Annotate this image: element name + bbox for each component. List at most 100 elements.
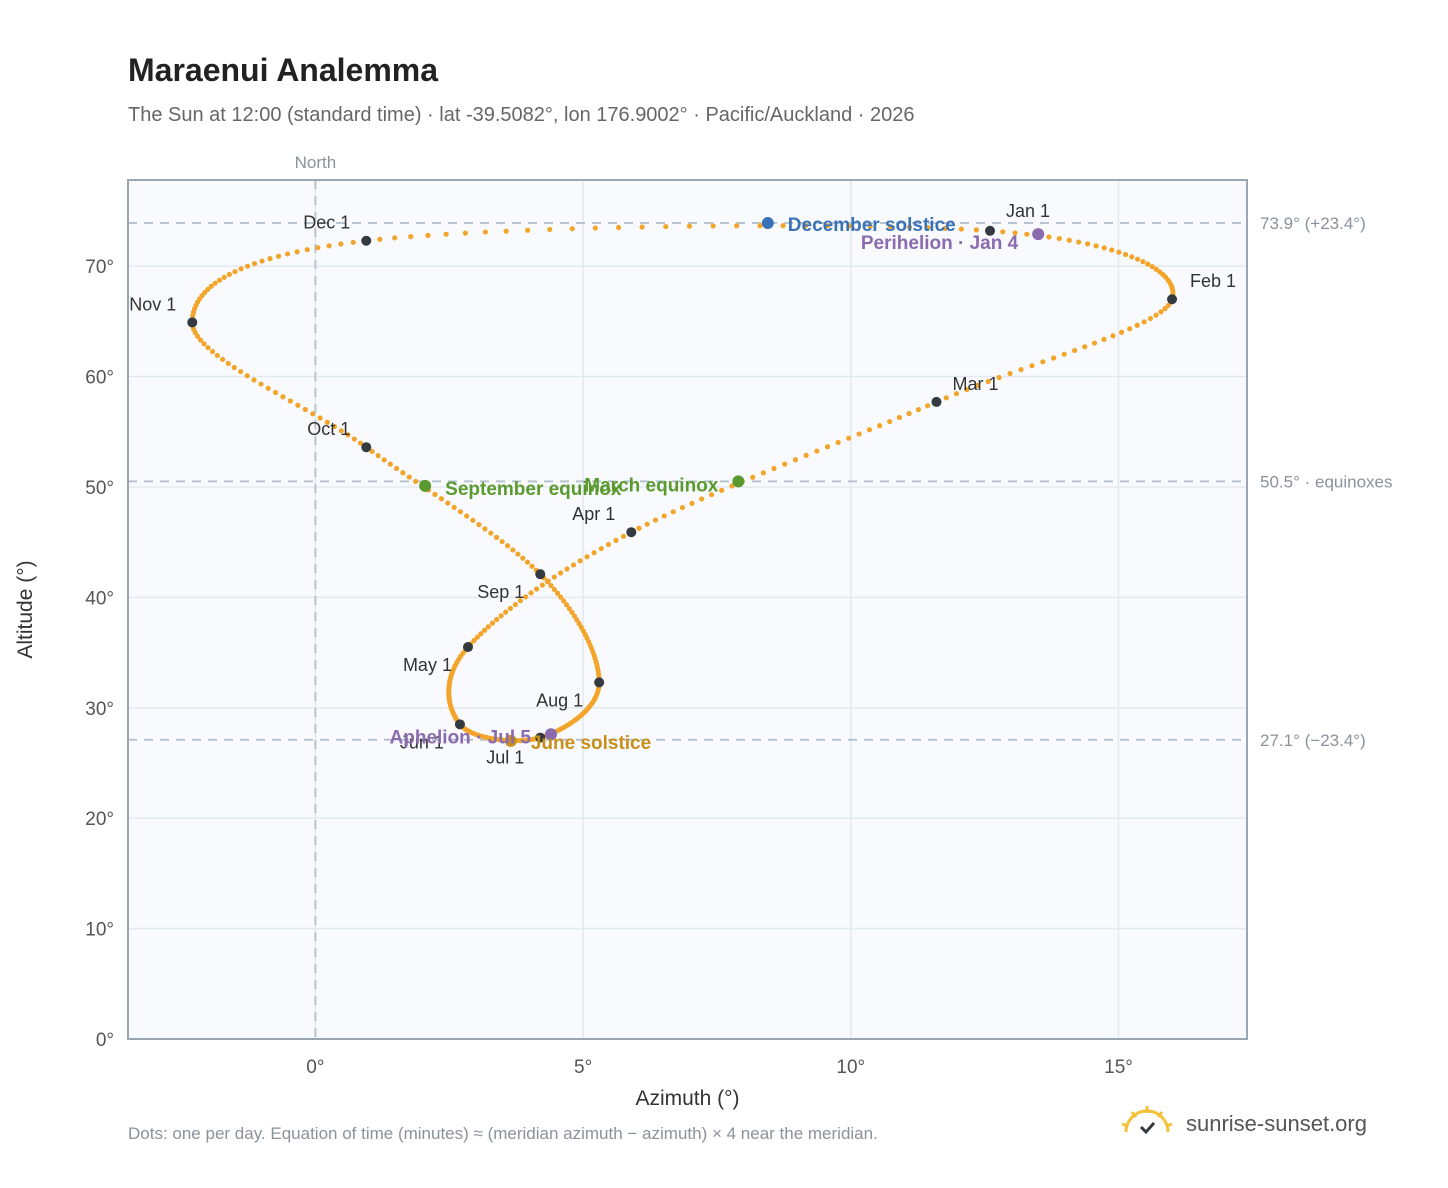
y-tick-label: 10° [85,920,114,941]
path-day-dot [792,457,799,463]
path-day-dot [267,256,273,262]
y-tick-label: 40° [85,588,114,609]
path-day-dot [644,521,650,527]
path-day-dot [377,236,383,242]
path-day-dot [1018,366,1024,373]
path-day-dot [569,609,575,615]
path-day-dot [814,448,820,454]
path-day-dot [231,364,237,371]
path-day-dot [272,389,279,396]
path-day-dot [1024,231,1030,237]
reference-line-label: 27.1° (−23.4°) [1260,731,1366,750]
path-day-dot [357,440,364,446]
path-day-dot [351,436,357,442]
month-marker [454,719,465,730]
path-day-dot [471,637,477,644]
path-day-dot [369,448,375,455]
path-day-dot [1029,363,1035,369]
month-marker [985,225,996,236]
path-day-dot [539,582,545,588]
path-day-dot [564,566,570,572]
y-tick-label: 60° [85,368,114,389]
path-day-dot [1141,319,1147,325]
path-day-dot [663,223,669,230]
month-marker-label: Feb 1 [1190,271,1236,291]
path-day-dot [867,223,873,229]
path-day-dot [699,496,705,502]
event-label: Perihelion · Jan 4 [861,233,1019,254]
path-day-dot [478,631,484,637]
path-day-dot [760,470,766,476]
x-tick-label: 15° [1104,1057,1133,1078]
sun-check-icon [1121,1106,1173,1135]
path-day-dot [591,550,597,556]
path-day-dot [481,627,488,633]
month-marker-label: Jul 1 [486,748,524,768]
chart-title: Maraenui Analemma [128,52,439,88]
path-day-dot [1127,326,1133,332]
path-day-dot [1000,229,1006,235]
path-day-dot [958,226,964,232]
path-day-dot [803,452,809,459]
month-marker-label: Nov 1 [129,294,176,314]
path-day-dot [317,415,323,421]
path-day-dot [338,241,344,247]
path-day-dot [225,360,231,367]
month-marker [462,642,473,653]
path-day-dot [304,247,310,253]
path-day-dot [576,620,582,627]
path-day-dot [924,403,931,409]
path-day-dot [1093,243,1099,249]
path-day-dot [1061,351,1067,357]
path-day-dot [877,423,883,429]
plot-frame [127,179,1248,1040]
path-day-dot [708,492,715,498]
path-day-dot [1153,312,1159,318]
path-day-dot [1091,340,1098,346]
path-day-dot [523,594,529,600]
brand-name[interactable]: sunrise-sunset.org [1186,1111,1367,1136]
brand[interactable]: sunrise-sunset.org [1120,1104,1367,1144]
path-day-dot [208,283,214,289]
path-day-dot [925,225,931,231]
path-day-dot [750,474,756,480]
path-day-dot [392,235,398,241]
path-day-dot [259,258,265,264]
path-day-dot [584,554,590,560]
path-day-dot [295,402,301,408]
path-day-dot [771,465,777,472]
path-day-dot [605,541,612,548]
path-day-dot [569,226,575,232]
path-day-dot [803,223,809,229]
reference-line-label: 50.5° · equinoxes [1260,472,1393,491]
plot-area [128,180,1247,1039]
path-day-dot [280,394,286,400]
path-day-dot [942,225,948,231]
path-day-dot [1134,322,1140,328]
path-day-dot [1147,315,1154,322]
path-day-dot [485,624,492,630]
path-day-dot [1118,329,1125,335]
path-day-dot [1082,344,1088,350]
path-day-dot [503,228,509,234]
month-marker [535,732,546,743]
path-day-dot [520,555,526,561]
month-marker-label: May 1 [403,655,452,675]
path-day-dot [915,406,922,413]
month-marker [626,527,637,538]
path-day-dot [887,224,893,230]
path-day-dot [846,223,852,229]
month-marker-label: Jun 1 [400,732,444,752]
path-day-dot [846,435,852,441]
event-marker [419,479,432,492]
path-day-dot [1109,247,1115,253]
path-day-dot [661,513,667,519]
path-day-dot [464,513,470,519]
path-day-dot [1162,306,1168,312]
path-day-dot [494,616,500,623]
path-day-dot [757,223,763,229]
path-day-dot [310,411,316,417]
north-label: North [295,153,337,172]
month-marker [535,569,546,580]
path-day-dot [238,368,244,375]
